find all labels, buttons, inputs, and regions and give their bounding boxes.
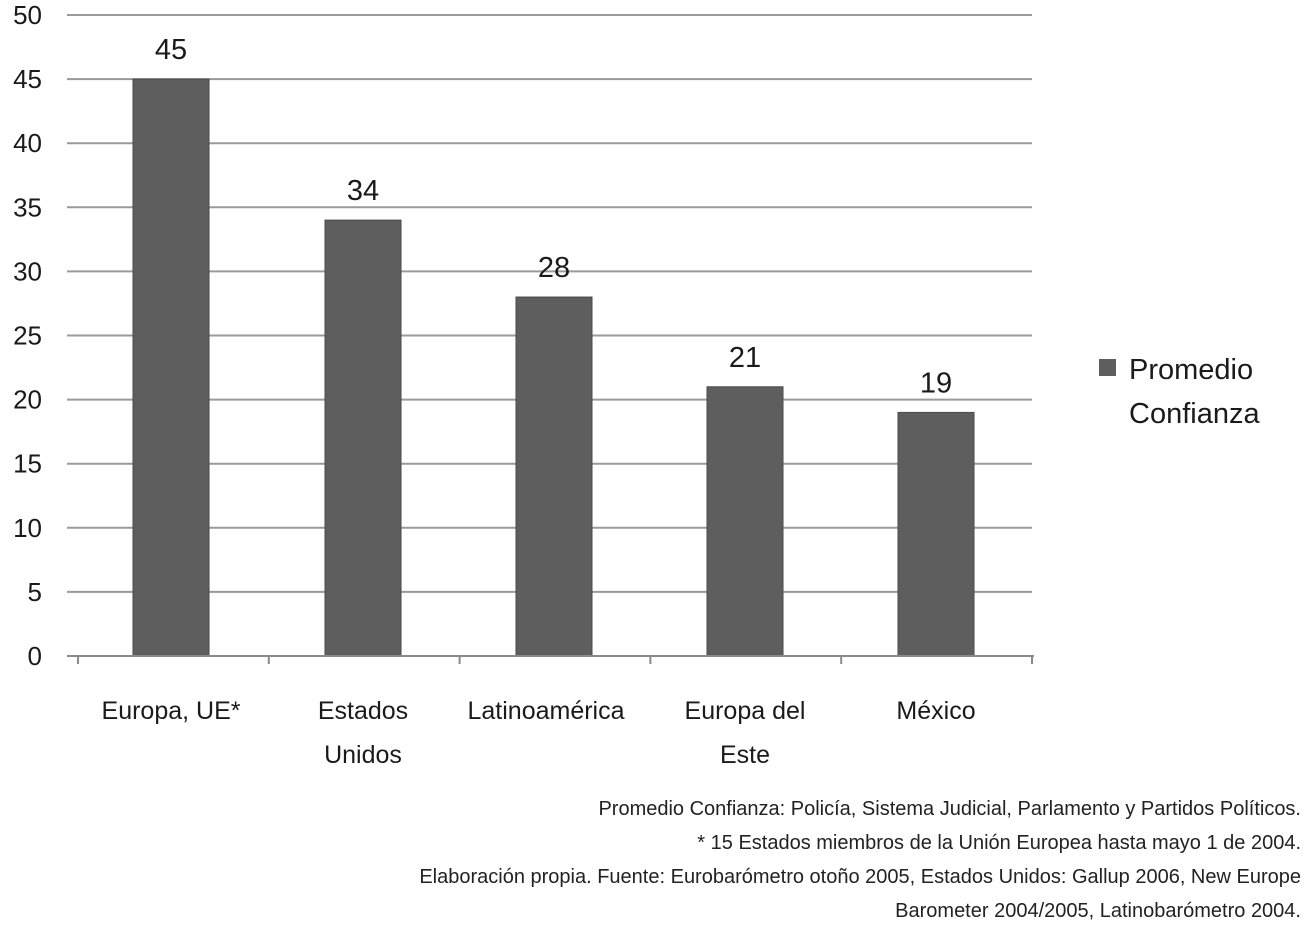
x-category-label-line: Latinoamérica — [467, 697, 624, 725]
x-category-label-line: Europa, UE* — [102, 697, 241, 725]
y-tick-label: 35 — [13, 192, 42, 222]
x-axis — [67, 655, 1034, 664]
y-tick-label: 15 — [13, 449, 42, 479]
data-label: 34 — [347, 175, 379, 207]
bar — [706, 386, 784, 657]
data-labels: 45 34 28 21 19 — [155, 34, 952, 399]
y-tick-label: 0 — [28, 641, 42, 671]
x-category-label: Europa del Este — [685, 697, 806, 769]
x-category-label-line: Unidos — [324, 741, 402, 769]
data-label: 28 — [538, 252, 570, 284]
y-tick-label: 5 — [28, 577, 42, 607]
bars — [132, 78, 975, 657]
x-category-label: México — [896, 697, 975, 725]
bar — [324, 219, 402, 657]
x-axis-category-labels: Europa, UE* Estados Unidos Latinoamérica Eur… — [102, 697, 976, 769]
legend: Promedio Confianza — [1099, 354, 1261, 430]
bar — [515, 296, 593, 657]
x-category-label-line: Europa del — [685, 697, 806, 725]
footnote-line: Elaboración propia. Fuente: Eurobarómetr… — [419, 866, 1301, 888]
x-category-label-line: Este — [720, 741, 770, 769]
data-label: 45 — [155, 34, 187, 66]
legend-label: Promedio Confianza — [1129, 354, 1261, 430]
data-label: 19 — [920, 367, 952, 399]
y-tick-label: 50 — [13, 0, 42, 30]
footnote-line: * 15 Estados miembros de la Unión Europe… — [697, 832, 1301, 854]
legend-label-line-2: Confianza — [1129, 398, 1260, 430]
y-tick-label: 10 — [13, 513, 42, 543]
x-category-label: Europa, UE* — [102, 697, 241, 725]
chart-footnotes: Promedio Confianza: Policía, Sistema Jud… — [41, 792, 1301, 928]
bar — [897, 411, 975, 657]
y-tick-label: 40 — [13, 128, 42, 158]
x-category-label: Estados Unidos — [318, 697, 408, 769]
footnote-line: Barometer 2004/2005, Latinobarómetro 200… — [895, 900, 1301, 922]
data-label: 21 — [729, 342, 761, 374]
y-tick-label: 20 — [13, 385, 42, 415]
y-tick-label: 45 — [13, 64, 42, 94]
bar-chart: 0 5 10 15 20 25 30 35 40 45 50 45 34 28 21 19 Europa, … — [13, 0, 1261, 769]
y-tick-label: 25 — [13, 321, 42, 351]
x-category-label: Latinoamérica — [467, 697, 624, 725]
legend-swatch — [1099, 359, 1116, 376]
bar — [132, 78, 210, 657]
y-tick-label: 30 — [13, 256, 42, 286]
footnote-line: Promedio Confianza: Policía, Sistema Jud… — [598, 798, 1301, 820]
x-category-label-line: Estados — [318, 697, 408, 725]
x-category-label-line: México — [896, 697, 975, 725]
y-axis-tick-labels: 0 5 10 15 20 25 30 35 40 45 50 — [13, 0, 42, 671]
legend-label-line-1: Promedio — [1129, 354, 1253, 386]
